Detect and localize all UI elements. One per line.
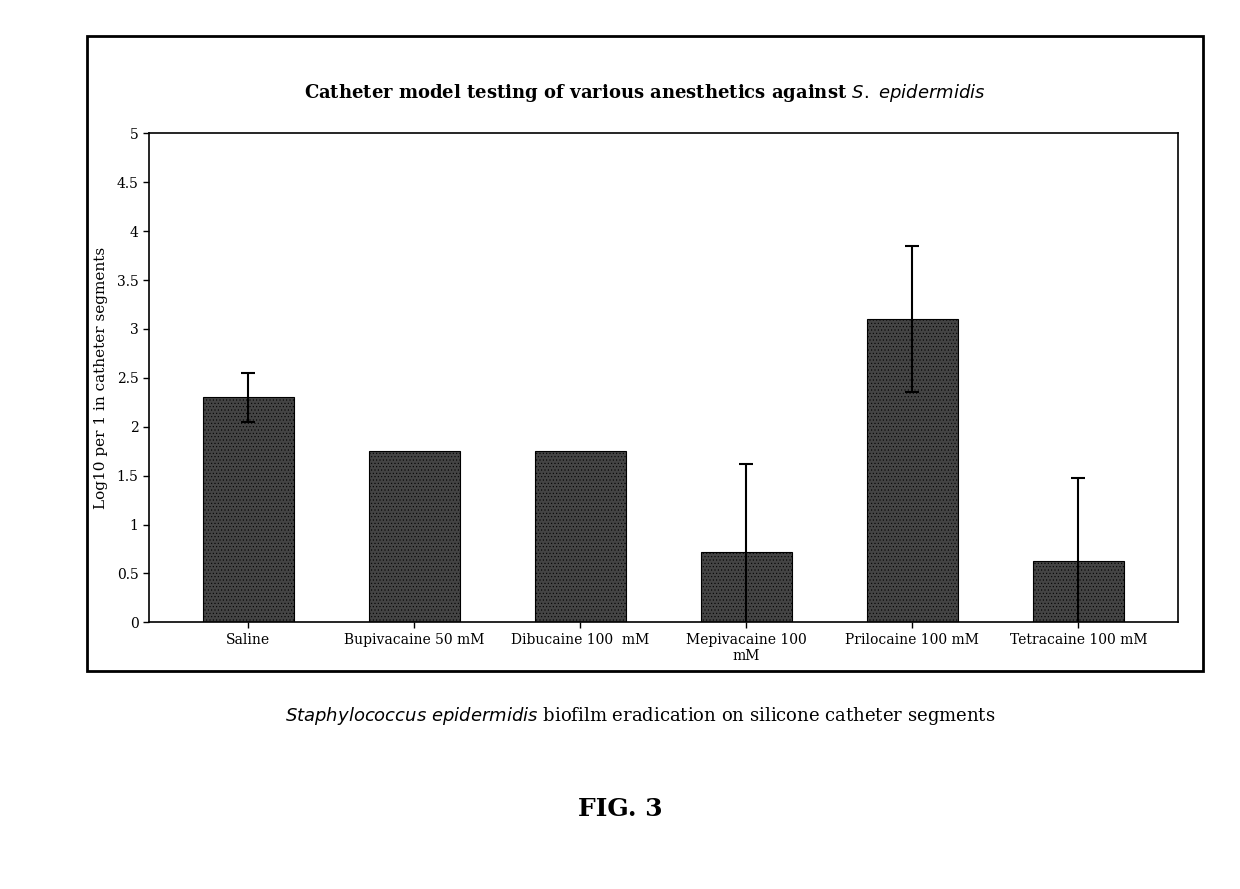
Bar <box>368 451 460 622</box>
Y-axis label: Log10 per 1 in catheter segments: Log10 per 1 in catheter segments <box>94 247 108 509</box>
Text: Catheter model testing of various anesthetics against $\mathit{S.\ epidermidis}$: Catheter model testing of various anesth… <box>304 83 986 104</box>
Text: FIG. 3: FIG. 3 <box>578 797 662 821</box>
Bar <box>701 552 792 622</box>
Bar <box>534 451 626 622</box>
Text: $\mathit{Staphylococcus\ epidermidis}$ biofilm eradication on silicone catheter : $\mathit{Staphylococcus\ epidermidis}$ b… <box>285 705 996 726</box>
Bar <box>203 397 294 622</box>
Bar <box>1033 561 1123 622</box>
Bar <box>867 319 959 622</box>
